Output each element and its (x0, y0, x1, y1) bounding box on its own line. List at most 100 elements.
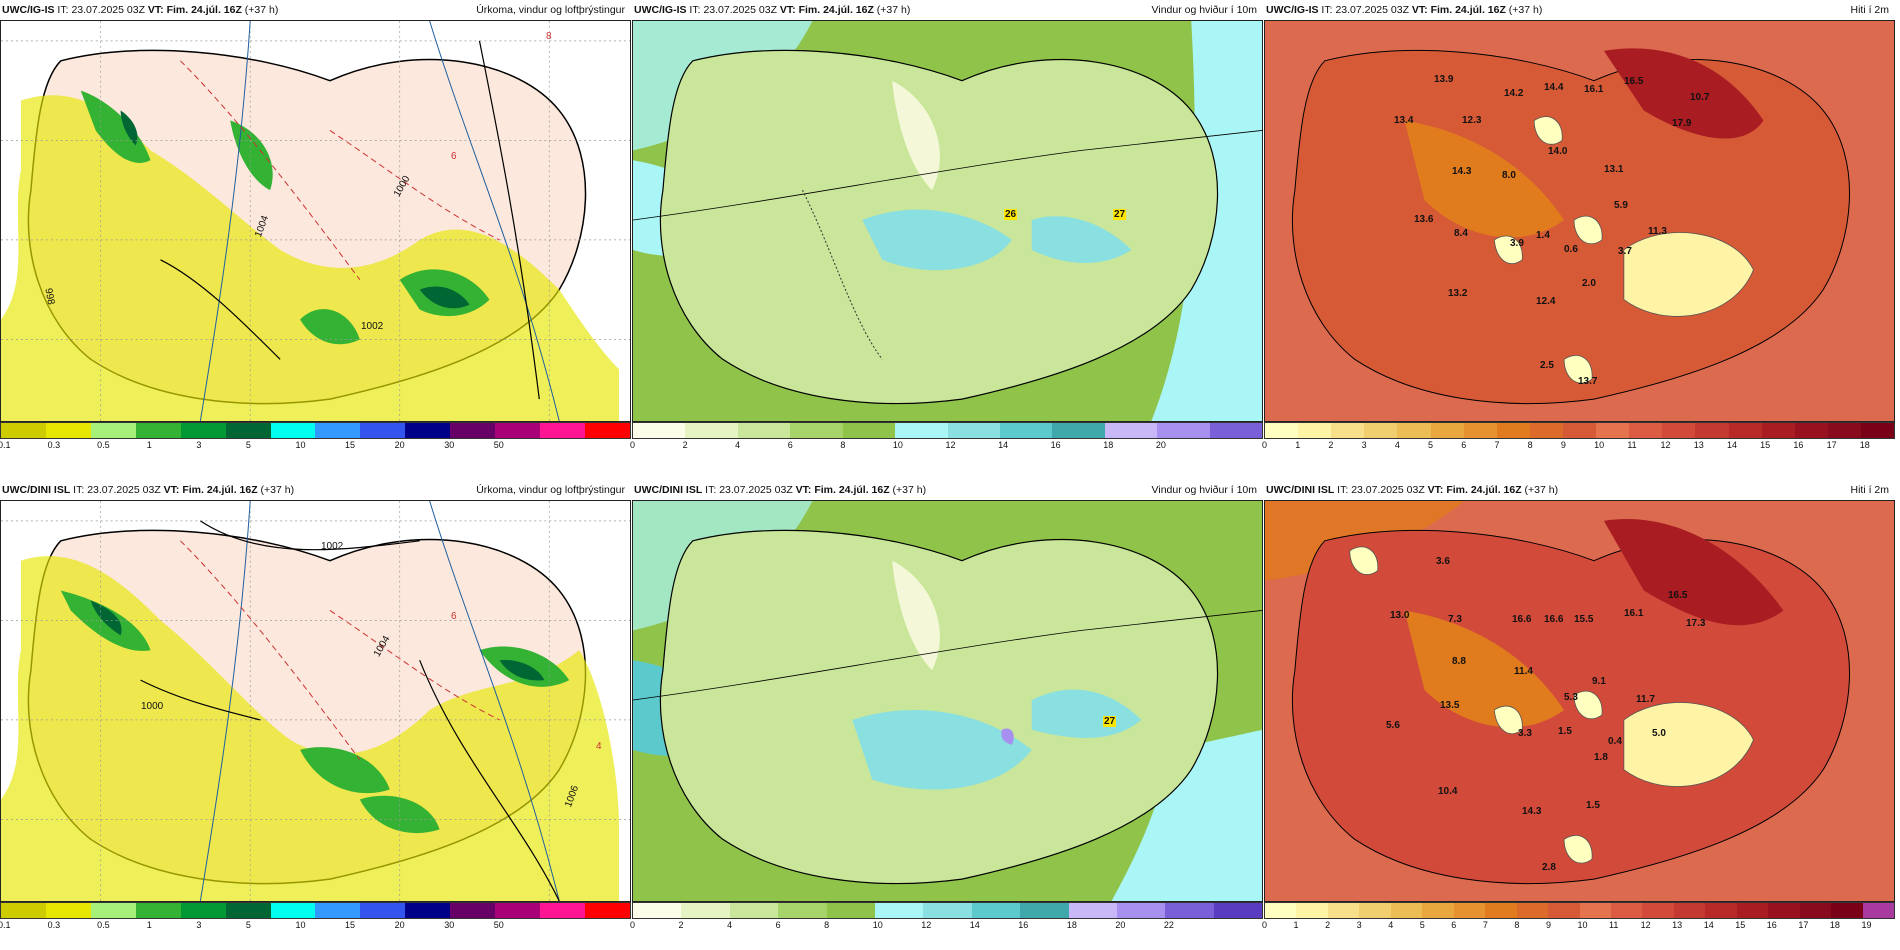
colorbar-swatch (1728, 423, 1762, 438)
colorbar-tick-label: 17 (1826, 440, 1837, 450)
colorbar-tick-label: 10 (1577, 920, 1588, 930)
colorbar-swatch (1831, 903, 1863, 918)
temperature-value: 13.6 (1414, 214, 1434, 225)
colorbar-swatch (1327, 903, 1360, 918)
isobar-label: 1000 (141, 701, 164, 712)
colorbar-swatch (1673, 903, 1706, 918)
colorbar-swatch (1562, 423, 1597, 438)
colorbar-tick-label: 4 (727, 920, 733, 930)
colorbar-tick-label: 15 (1760, 440, 1771, 450)
colorbar-tick-label: 10 (295, 920, 306, 930)
colorbar-swatch (1610, 903, 1643, 918)
temperature-value: 14.3 (1452, 166, 1472, 177)
colorbar-swatch (315, 423, 361, 438)
colorbar-swatch (1596, 423, 1630, 438)
temp-map (1264, 500, 1895, 902)
colorbar-swatch (971, 903, 1021, 918)
isobar-label: 6 (451, 611, 457, 622)
colorbar-tick-label: 3 (1356, 920, 1362, 930)
temperature-value: 16.5 (1668, 590, 1688, 601)
colorbar-swatch (633, 903, 682, 918)
colorbar-swatch (1422, 903, 1454, 918)
colorbar-tick-label: 12 (1640, 920, 1651, 930)
colorbar-swatch (270, 903, 316, 918)
temperature-value: 10.4 (1438, 786, 1458, 797)
valid-time: Fim. 24.júl. 16Z (1430, 4, 1506, 16)
colorbar-tick-label: 12 (1660, 440, 1671, 450)
colorbar-tick-label: 5 (1419, 920, 1425, 930)
colorbar-swatch (1052, 423, 1105, 438)
colorbar-tick-label: 4 (1388, 920, 1394, 930)
temperature-value: 11.3 (1648, 226, 1667, 237)
colorbar-swatch (1331, 423, 1365, 438)
colorbar-tick-label: 30 (444, 440, 455, 450)
colorbar-swatch (826, 903, 875, 918)
colorbar-swatch (685, 423, 738, 438)
colorbar-tick-label: 10 (295, 440, 306, 450)
colorbar-tick-label: 4 (1394, 440, 1400, 450)
colorbar-swatch (1213, 903, 1263, 918)
panel-title: UWC/IG-IS IT: 23.07.2025 03Z VT: Fim. 24… (2, 0, 627, 20)
colorbar-swatch (1165, 903, 1214, 918)
temperature-value: 16.6 (1544, 614, 1564, 625)
colorbar-tick-label: 0.3 (47, 440, 61, 450)
colorbar-tick-label: 13 (1672, 920, 1683, 930)
vt-label: VT: (795, 484, 812, 496)
colorbar-swatch (270, 423, 316, 438)
it-label: IT: (73, 484, 85, 496)
colorbar-tick-label: 0 (630, 920, 636, 930)
colorbar-tick-label: 50 (493, 920, 504, 930)
colorbar-swatch (1453, 903, 1486, 918)
temperature-value: 13.9 (1434, 74, 1454, 85)
isobar-label: 4 (596, 741, 602, 752)
colorbar-swatch (315, 903, 361, 918)
model-name: UWC/IG-IS (634, 4, 687, 16)
colorbar-swatch (1390, 903, 1423, 918)
temp-map (1264, 20, 1895, 422)
colorbar-swatch (540, 423, 585, 438)
colorbar-tick-label: 22 (1163, 920, 1174, 930)
colorbar-tick-label: 1 (146, 920, 152, 930)
gust-label: 27 (1113, 209, 1127, 220)
init-time: 23.07.2025 03Z (703, 4, 777, 16)
panel-precip-top: UWC/IG-IS IT: 23.07.2025 03Z VT: Fim. 24… (0, 0, 631, 462)
temperature-value: 1.5 (1558, 726, 1572, 737)
colorbar-swatch (45, 423, 91, 438)
colorbar-tick-label: 0.3 (47, 920, 61, 930)
colorbar-tick-label: 2 (678, 920, 684, 930)
colorbar-tick-label: 20 (394, 440, 405, 450)
product-title: Hiti í 2m (1850, 4, 1889, 16)
colorbar-tick-label: 6 (1451, 920, 1457, 930)
temperature-value: 17.9 (1672, 118, 1692, 129)
colorbar-tick-label: 3 (196, 920, 202, 930)
colorbar-tick-label: 0.1 (0, 920, 11, 930)
colorbar-tick-label: 50 (493, 440, 504, 450)
colorbar-swatch (1516, 903, 1549, 918)
colorbar-tick-label: 0 (630, 440, 636, 450)
product-title: Úrkoma, vindur og loftþrýstingur (476, 4, 625, 16)
temperature-value: 16.1 (1624, 608, 1644, 619)
colorbar-swatch (923, 903, 972, 918)
colorbar-swatch (681, 903, 730, 918)
colorbar-tick-label: 14 (998, 440, 1009, 450)
panel-precip-bottom: UWC/DINI ISL IT: 23.07.2025 03Z VT: Fim.… (0, 480, 631, 942)
lead-time: (+37 h) (892, 484, 927, 496)
temperature-value: 12.4 (1536, 296, 1556, 307)
colorbar-tick-label: 0.5 (97, 920, 110, 930)
colorbar-tick-label: 5 (245, 920, 251, 930)
colorbar-tick-label: 18 (1066, 920, 1077, 930)
colorbar-tick-label: 1 (1293, 920, 1299, 930)
colorbar-swatch (135, 903, 181, 918)
colorbar-tick-label: 11 (1627, 440, 1637, 450)
colorbar-swatch (1157, 423, 1210, 438)
colorbar-tick-label: 6 (787, 440, 793, 450)
colorbar-swatch (495, 903, 541, 918)
temp-colorbar-ticks: 0 1 2 3 4 5 6 7 8 9 10 11 12 13 14 15 16 17 18 19 (1262, 920, 1895, 934)
colorbar-swatch (1629, 423, 1663, 438)
colorbar-swatch (790, 423, 843, 438)
colorbar-swatch (1020, 903, 1069, 918)
colorbar-swatch (633, 423, 686, 438)
product-title: Vindur og hviður í 10m (1151, 4, 1257, 16)
colorbar-swatch (135, 423, 181, 438)
colorbar-swatch (90, 903, 136, 918)
